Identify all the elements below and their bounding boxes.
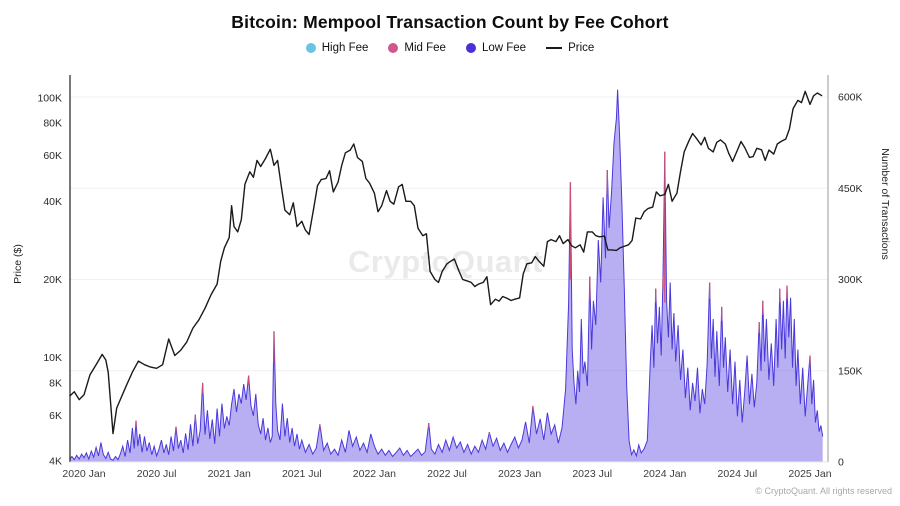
svg-text:2021 Jan: 2021 Jan — [208, 468, 251, 480]
svg-text:60K: 60K — [43, 150, 62, 162]
svg-text:20K: 20K — [43, 274, 62, 286]
svg-text:2025 Jan: 2025 Jan — [788, 468, 831, 480]
legend-item-mid-fee[interactable]: Mid Fee — [388, 42, 446, 54]
gridlines — [70, 96, 828, 372]
mid-fee-spikes — [135, 151, 811, 436]
svg-text:2022 Jul: 2022 Jul — [427, 468, 467, 480]
svg-text:2023 Jan: 2023 Jan — [498, 468, 541, 480]
legend-item-price[interactable]: Price — [546, 42, 594, 54]
legend-item-high-fee[interactable]: High Fee — [305, 42, 369, 54]
price-line — [69, 90, 823, 435]
copyright-credit: © CryptoQuant. All rights reserved — [755, 486, 892, 496]
svg-text:6K: 6K — [49, 410, 62, 422]
mempool-area-outline — [69, 89, 824, 461]
legend-label: Price — [568, 42, 595, 54]
svg-text:10K: 10K — [43, 352, 62, 364]
svg-text:300K: 300K — [838, 274, 863, 286]
svg-text:2024 Jul: 2024 Jul — [718, 468, 758, 480]
axis-tick-labels: 100K 80K 60K 40K 20K 10K 8K 6K 4K 600K 450K 300K 150… — [37, 92, 862, 481]
svg-text:2021 Jul: 2021 Jul — [282, 468, 322, 480]
legend-item-low-fee[interactable]: Low Fee — [465, 42, 527, 54]
mempool-area — [69, 89, 823, 462]
svg-text:2020 Jul: 2020 Jul — [137, 468, 177, 480]
legend-label: Mid Fee — [404, 42, 446, 54]
svg-text:450K: 450K — [838, 183, 863, 195]
svg-text:8K: 8K — [49, 377, 62, 389]
svg-text:100K: 100K — [37, 93, 62, 105]
svg-text:150K: 150K — [838, 365, 863, 377]
page-title: Bitcoin: Mempool Transaction Count by Fe… — [231, 12, 669, 32]
svg-text:0: 0 — [838, 457, 844, 469]
mid-fee-dot-icon — [388, 43, 399, 53]
svg-text:2022 Jan: 2022 Jan — [353, 468, 396, 480]
price-line-icon — [546, 46, 563, 50]
svg-text:2024 Jan: 2024 Jan — [643, 468, 686, 480]
svg-text:600K: 600K — [838, 92, 863, 104]
svg-text:40K: 40K — [43, 196, 62, 208]
svg-text:4K: 4K — [49, 456, 62, 468]
high-fee-dot-icon — [305, 43, 316, 53]
legend-label: Low Fee — [481, 42, 527, 54]
low-fee-dot-icon — [465, 43, 476, 53]
legend-label: High Fee — [321, 42, 369, 54]
legend: High Fee Mid Fee Low Fee Price — [0, 42, 900, 54]
svg-text:2020 Jan: 2020 Jan — [62, 468, 105, 480]
svg-text:2023 Jul: 2023 Jul — [572, 468, 612, 480]
cryptoquant-watermark: CryptoQuant — [348, 244, 543, 279]
svg-text:80K: 80K — [43, 118, 62, 130]
